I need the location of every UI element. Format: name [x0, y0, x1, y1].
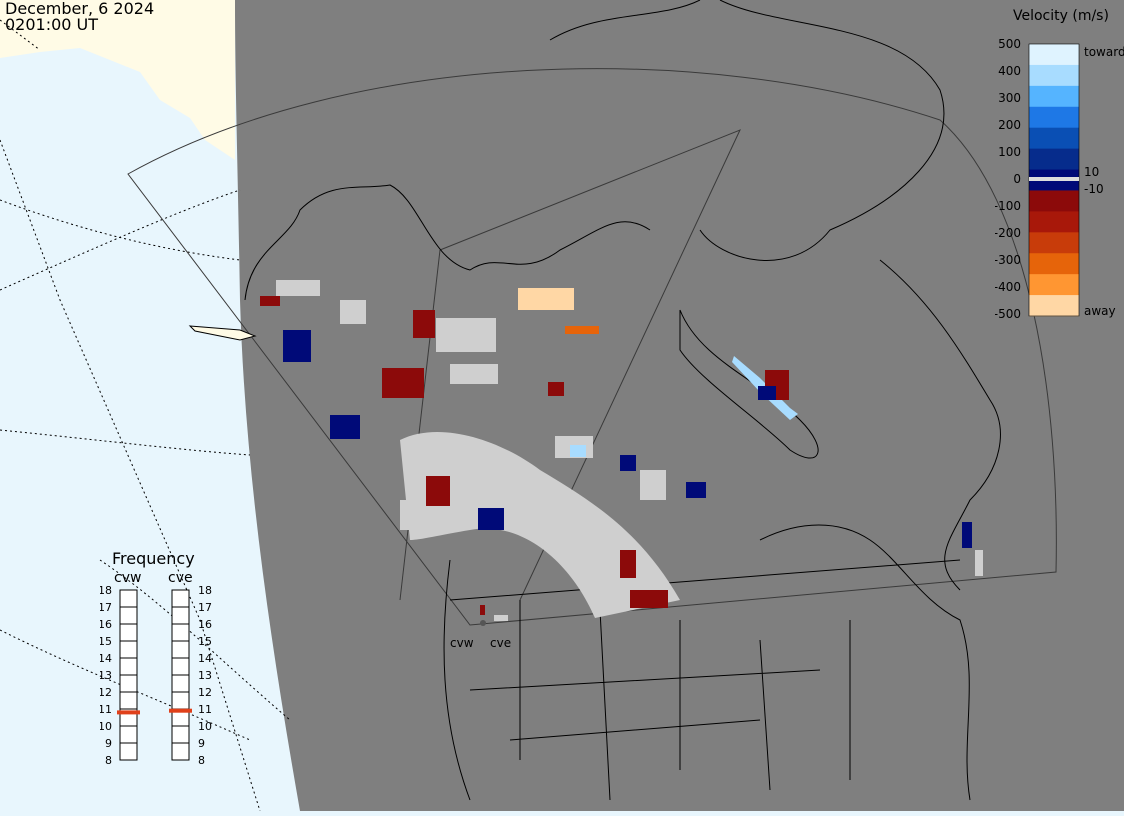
- legend-color-step: [1029, 253, 1079, 275]
- velocity-cell: [686, 482, 706, 498]
- frequency-marker: [117, 710, 140, 715]
- velocity-cell: [620, 455, 636, 471]
- legend-tick-label: 200: [998, 118, 1021, 132]
- legend-tick-label: 100: [998, 145, 1021, 159]
- legend-tick-label: 400: [998, 64, 1021, 78]
- frequency-scale-label-right: 8: [198, 754, 205, 767]
- velocity-cell: [450, 364, 498, 384]
- legend-color-step: [1029, 64, 1079, 87]
- velocity-cell: [382, 368, 424, 398]
- velocity-cell: [400, 500, 422, 530]
- site-label-cvw: cvw: [450, 636, 474, 650]
- velocity-cell: [436, 318, 496, 352]
- frequency-scale-label-left: 8: [105, 754, 112, 767]
- legend-color-step: [1029, 85, 1079, 108]
- frequency-scale-label-right: 18: [198, 584, 212, 597]
- velocity-cell: [426, 476, 450, 506]
- velocity-cell: [640, 470, 666, 500]
- velocity-cell: [494, 615, 508, 621]
- legend-away-label: away: [1084, 304, 1116, 318]
- frequency-radar-label-cvw: cvw: [114, 570, 141, 586]
- velocity-cell: [330, 415, 360, 439]
- velocity-cell: [283, 330, 311, 362]
- frequency-radar-label-cve: cve: [168, 570, 193, 586]
- legend-inner-label-neg: -10: [1084, 182, 1104, 196]
- frequency-scale-label-left: 15: [100, 635, 112, 648]
- velocity-cell: [620, 550, 636, 578]
- frequency-scale-label-right: 9: [198, 737, 205, 750]
- legend-toward-label: toward: [1084, 45, 1124, 59]
- frequency-scale-label-right: 12: [198, 686, 212, 699]
- frequency-scale-label-left: 11: [100, 703, 112, 716]
- frequency-scale-label-right: 15: [198, 635, 212, 648]
- frequency-scale-label-right: 11: [198, 703, 212, 716]
- velocity-legend: Velocity (m/s) 500 400 300 200 100 0 -100 -200 -…: [995, 8, 1124, 321]
- frequency-scale-label-left: 12: [100, 686, 112, 699]
- time-label: 0201:00 UT: [5, 15, 99, 34]
- frequency-scale-label-left: 17: [100, 601, 112, 614]
- legend-color-step: [1029, 148, 1079, 171]
- date-label: December, 6 2024: [5, 0, 155, 18]
- velocity-cell: [548, 382, 564, 396]
- frequency-scale-label-right: 16: [198, 618, 212, 631]
- frequency-marker: [169, 708, 192, 713]
- legend-tick-label: -200: [995, 226, 1021, 240]
- legend-color-step: [1029, 106, 1079, 129]
- legend-color-step: [1029, 190, 1079, 212]
- velocity-cell: [570, 445, 586, 457]
- legend-tick-label: -500: [995, 307, 1021, 321]
- legend-zero-band: [1029, 177, 1079, 181]
- frequency-scale-label-right: 17: [198, 601, 212, 614]
- velocity-cell: [340, 300, 366, 324]
- frequency-scale-label-left: 18: [100, 584, 112, 597]
- frequency-panel: Frequency cvw cve 18 18 17 17 16 16 15 15 14 14 13…: [100, 549, 212, 767]
- graticule-lines: [0, 19, 291, 812]
- legend-color-step: [1029, 44, 1079, 66]
- alaska-land-outside: [0, 0, 235, 160]
- frequency-scale-label-left: 16: [100, 618, 112, 631]
- legend-tick-label: 300: [998, 91, 1021, 105]
- frequency-scale-label-right: 10: [198, 720, 212, 733]
- velocity-cell: [518, 288, 574, 310]
- velocity-cells: [260, 280, 983, 621]
- frequency-scale-label-left: 13: [100, 669, 112, 682]
- frequency-title: Frequency: [112, 549, 195, 568]
- ground-scatter-arc: [400, 431, 680, 618]
- legend-inner-label-pos: 10: [1084, 165, 1099, 179]
- legend-tick-label: -400: [995, 280, 1021, 294]
- frequency-scale: 18 18 17 17 16 16 15 15 14 14 13 13 12 12 11 11 10 10 9 9 8 8: [100, 584, 212, 767]
- legend-tick-label: 0: [1013, 172, 1021, 186]
- velocity-cell: [276, 280, 320, 296]
- velocity-cell: [480, 605, 485, 615]
- frequency-scale-label-right: 13: [198, 669, 212, 682]
- legend-color-step: [1029, 274, 1079, 296]
- velocity-cell: [413, 310, 435, 338]
- velocity-cell: [260, 296, 280, 306]
- velocity-cell: [478, 508, 504, 530]
- legend-title: Velocity (m/s): [1013, 8, 1109, 24]
- legend-tick-label: -300: [995, 253, 1021, 267]
- radar-fov-outlines: [127, 68, 1057, 626]
- frequency-scale-label-left: 10: [100, 720, 112, 733]
- legend-tick-labels: 500 400 300 200 100 0 -100 -200 -300 -400 -500: [995, 37, 1021, 321]
- legend-tick-label: 500: [998, 37, 1021, 51]
- site-label-cve: cve: [490, 636, 511, 650]
- legend-color-step: [1029, 295, 1079, 317]
- radar-site-marker: [480, 620, 486, 626]
- frequency-scale-label-right: 14: [198, 652, 212, 665]
- legend-color-step: [1029, 232, 1079, 254]
- legend-tick-label: -100: [995, 199, 1021, 213]
- legend-color-step: [1029, 211, 1079, 233]
- velocity-cell: [565, 326, 599, 334]
- frequency-scale-label-left: 9: [105, 737, 112, 750]
- velocity-cell: [630, 590, 668, 608]
- legend-color-step: [1029, 127, 1079, 150]
- legend-color-bar: [1028, 43, 1080, 317]
- velocity-cell: [962, 522, 972, 548]
- frequency-scale-label-left: 14: [100, 652, 112, 665]
- coastlines: [188, 0, 1001, 801]
- velocity-cell: [758, 386, 776, 400]
- velocity-cell: [975, 550, 983, 576]
